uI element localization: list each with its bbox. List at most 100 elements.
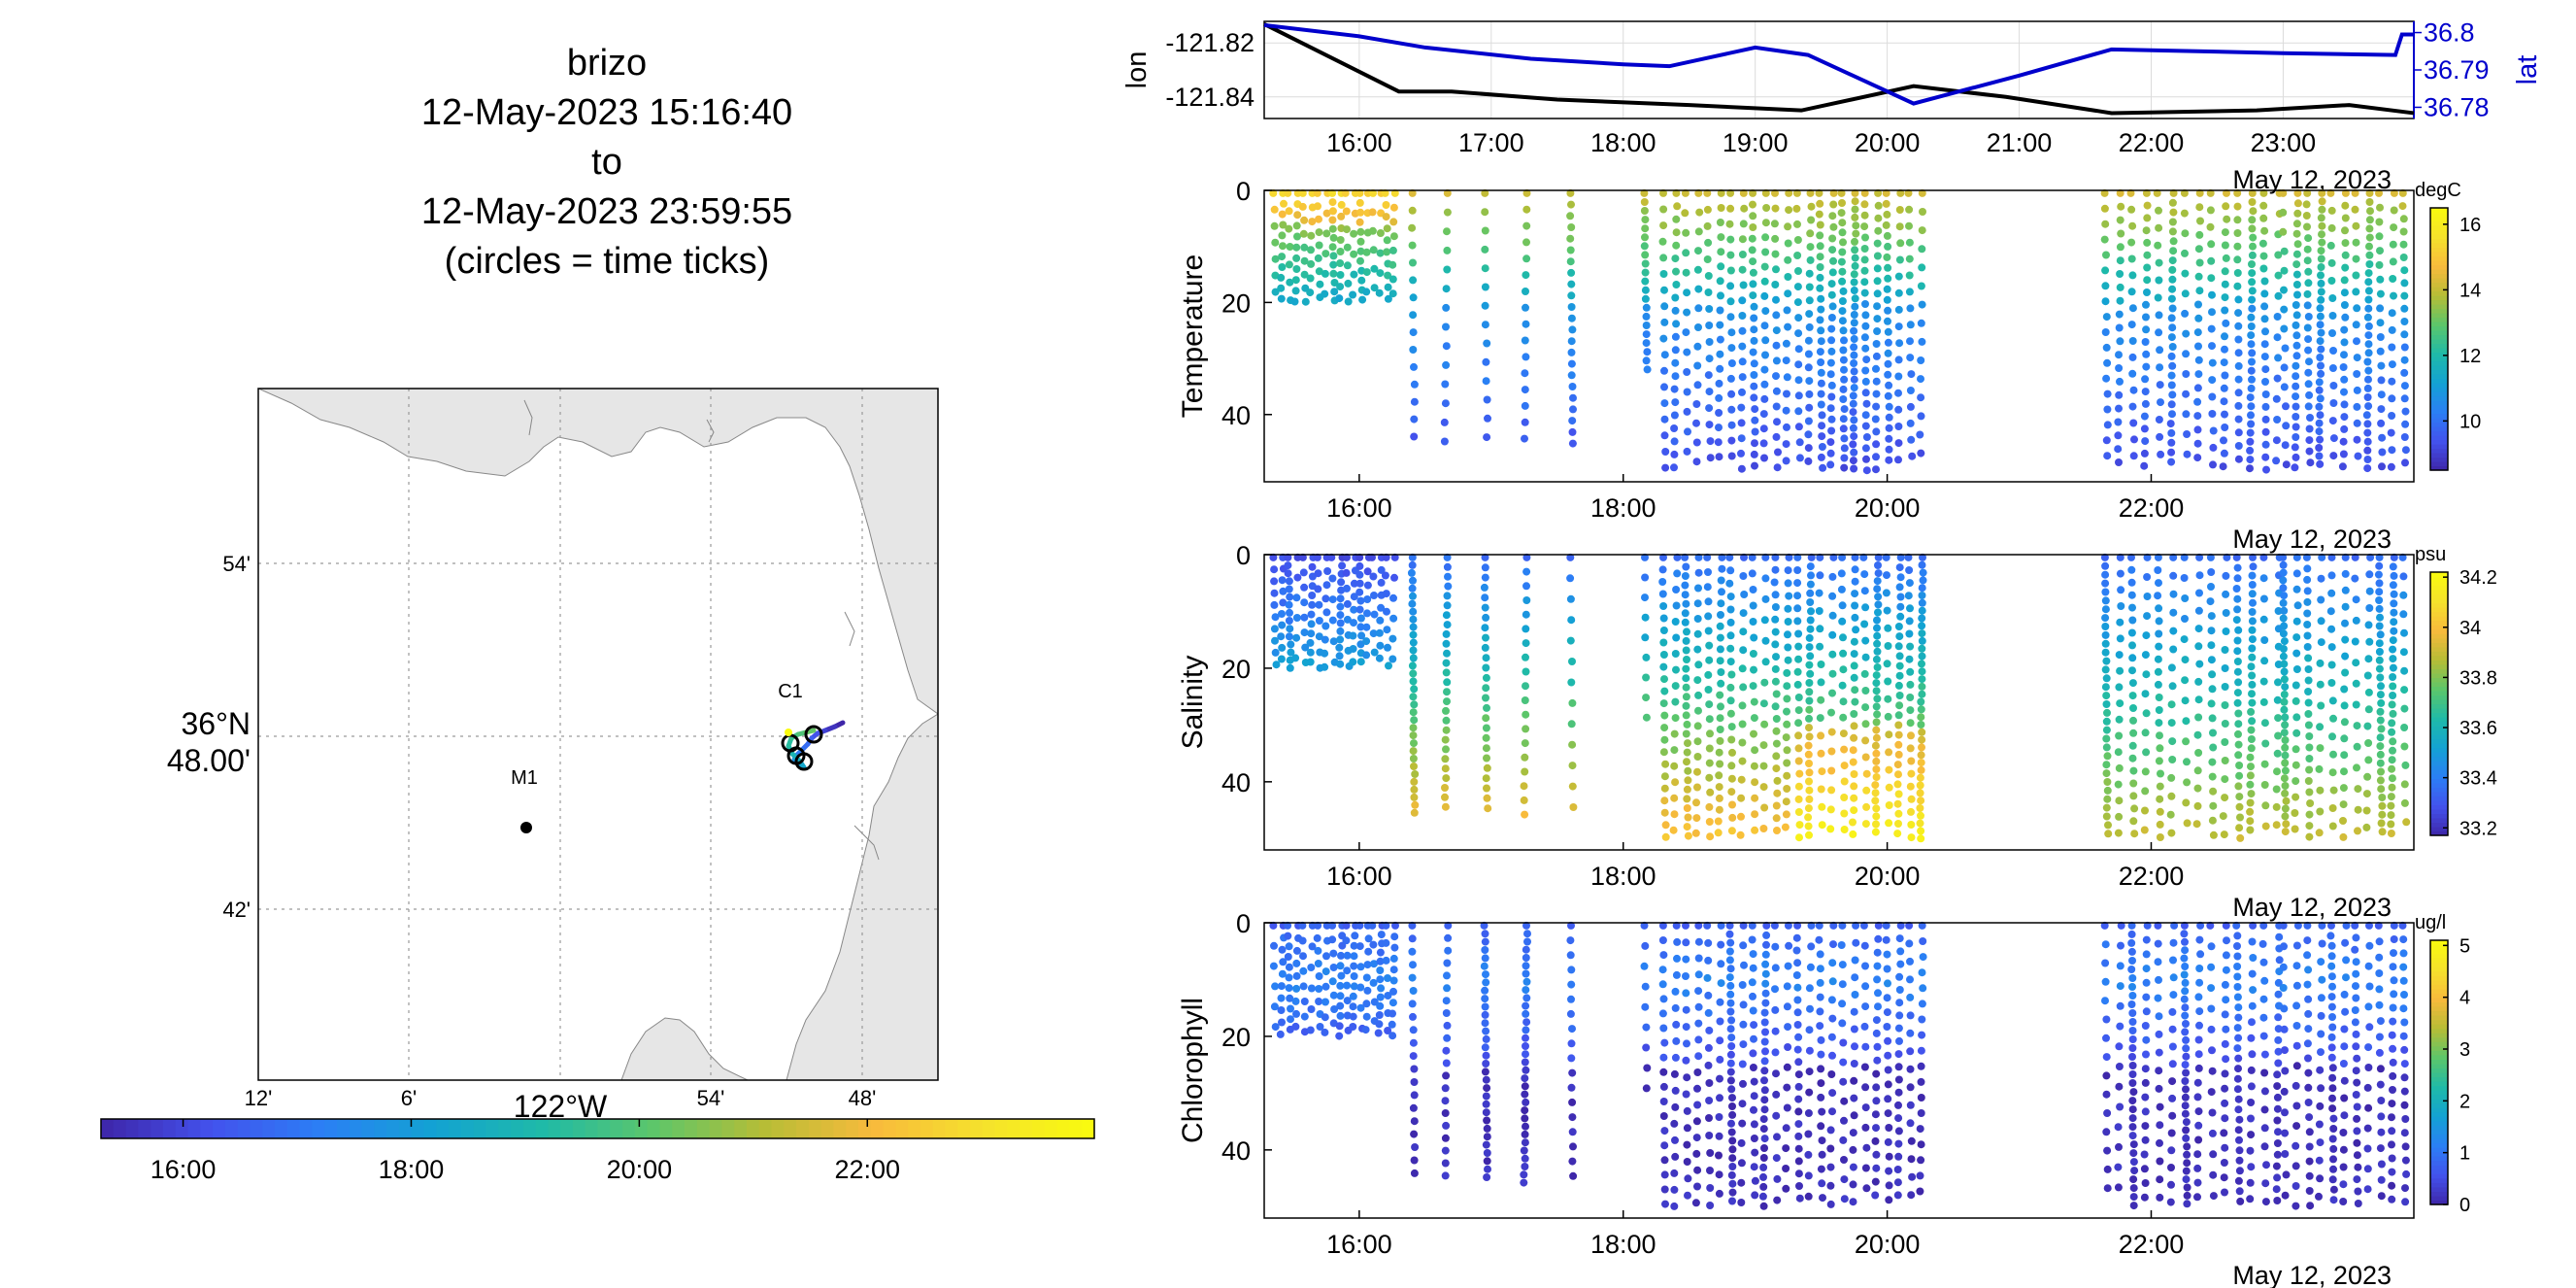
data-point	[1805, 768, 1814, 777]
data-point	[2209, 801, 2218, 810]
data-point	[2249, 242, 2257, 251]
data-point	[1336, 992, 1345, 1000]
data-point	[2116, 216, 2124, 224]
data-point	[2304, 777, 2313, 785]
data-point	[1670, 411, 1679, 420]
data-point	[2246, 456, 2255, 464]
data-point	[2280, 266, 2289, 275]
data-point	[1885, 424, 1893, 432]
data-point	[2316, 435, 2325, 444]
data-point	[1705, 404, 1714, 413]
data-point	[1660, 808, 1669, 817]
data-point	[1906, 402, 1915, 411]
data-point	[2194, 1064, 2203, 1072]
data-point	[2194, 1050, 2203, 1059]
map-lat-label: 36°N	[182, 706, 251, 741]
data-point	[1782, 406, 1790, 415]
data-point	[2128, 974, 2137, 982]
data-point	[2155, 328, 2163, 337]
data-point	[1728, 1179, 1737, 1188]
data-point	[2154, 994, 2162, 1002]
data-point	[1793, 617, 1802, 626]
colorbar-cell	[2430, 360, 2448, 366]
data-point	[2353, 1151, 2361, 1160]
data-point	[2115, 763, 2124, 772]
data-point	[2280, 1087, 2289, 1096]
data-point	[1784, 255, 1792, 264]
data-point	[2399, 591, 2408, 599]
data-point	[1278, 576, 1287, 585]
data-point	[2247, 331, 2256, 340]
data-point	[2233, 188, 2242, 197]
data-point	[2156, 820, 2164, 829]
colorbar-cell	[2430, 663, 2448, 669]
data-point	[2341, 201, 2350, 210]
data-point	[1442, 716, 1451, 725]
data-point	[1727, 762, 1736, 770]
data-point	[1270, 1002, 1279, 1011]
data-point	[1670, 729, 1679, 738]
data-point	[2316, 354, 2325, 361]
data-point	[1522, 221, 1531, 230]
data-point	[1277, 294, 1286, 303]
data-point	[1726, 251, 1735, 259]
data-point	[1738, 373, 1747, 382]
data-point	[1727, 1085, 1736, 1094]
data-point	[1784, 921, 1792, 930]
data-point	[1706, 729, 1714, 738]
data-point	[1907, 807, 1915, 816]
data-point	[1739, 1020, 1748, 1029]
data-point	[2193, 425, 2202, 434]
data-point	[2234, 1065, 2242, 1073]
data-point	[1344, 297, 1353, 306]
data-point	[2193, 328, 2202, 337]
data-point	[2116, 982, 2124, 991]
data-point	[2390, 976, 2398, 985]
data-point	[1917, 713, 1925, 722]
data-point	[1409, 724, 1418, 732]
data-point	[2157, 450, 2165, 458]
data-point	[2304, 313, 2313, 321]
data-point	[1355, 921, 1364, 930]
data-point	[2180, 574, 2189, 582]
data-point	[2233, 269, 2242, 277]
data-point	[1567, 995, 1575, 1003]
data-point	[1285, 632, 1293, 641]
data-point	[1850, 637, 1858, 646]
colorbar-cell	[2430, 1081, 2448, 1087]
data-point	[1716, 350, 1724, 358]
data-point	[1683, 388, 1691, 396]
data-point	[1300, 243, 1309, 252]
data-point	[2128, 1062, 2137, 1069]
data-point	[1805, 322, 1814, 331]
data-point	[1851, 254, 1859, 262]
data-point	[2280, 247, 2289, 255]
data-point	[2129, 704, 2137, 712]
data-point	[2363, 446, 2372, 455]
data-point	[1817, 390, 1825, 398]
data-point	[1851, 991, 1859, 999]
data-point	[1851, 188, 1859, 197]
data-point	[1705, 802, 1714, 811]
data-point	[1670, 424, 1679, 432]
data-point	[2364, 402, 2373, 411]
data-point	[1661, 832, 1670, 841]
data-point	[1806, 255, 1815, 264]
data-point	[1442, 706, 1450, 715]
data-point	[2274, 1035, 2283, 1044]
data-point	[1895, 972, 1904, 981]
data-point	[1672, 188, 1681, 197]
data-point	[2281, 812, 2290, 821]
data-point	[1894, 623, 1903, 630]
colorbar-cell	[2430, 590, 2448, 595]
data-point	[1337, 212, 1346, 220]
data-point	[1682, 228, 1690, 237]
data-point	[2181, 1102, 2190, 1110]
data-point	[1682, 268, 1690, 277]
data-point	[2248, 304, 2257, 313]
data-point	[1861, 344, 1870, 353]
data-point	[2400, 291, 2409, 300]
data-point	[1849, 424, 1857, 432]
data-point	[2206, 597, 2215, 606]
data-point	[2234, 740, 2243, 749]
